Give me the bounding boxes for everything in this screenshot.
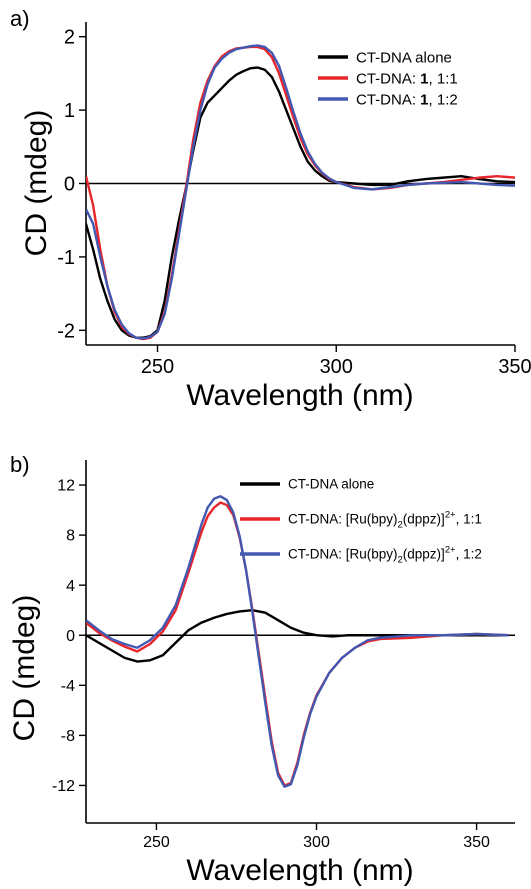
panel-b-y-tick-label: -4 [61,678,75,695]
panel-b-series-line-1 [86,609,509,663]
panel-a-y-tick-label: 0 [64,174,75,196]
panel-b-y-tick-label: -12 [52,778,75,795]
panel-a-y-tick-label: 1 [64,100,75,122]
panel-b-y-tick-label: 12 [57,478,75,495]
panel-a-x-tick-label: 350 [498,356,531,378]
panel-a-x-tick-label: 300 [320,356,353,378]
panel-b-x-tick-label: 250 [143,834,170,851]
panel-a-y-tick-label: 2 [64,27,75,49]
panel-b-y-tick-label: 0 [66,628,75,645]
panel-a-legend-entry-1: CT-DNA alone [356,49,452,66]
panel-a: a) 250 300 350 2 1 0 -1 -2 CT-DNA alone CT-DNA: 1… [10,6,531,412]
panel-b-y-tick-label: 4 [66,578,75,595]
panel-b-xlabel: Wavelength (nm) [186,854,413,887]
panel-b-ylabel: CD (mdeg) [8,595,41,742]
panel-a-label: a) [10,6,30,31]
panel-a-legend-entry-3: CT-DNA: 1, 1:2 [356,91,458,108]
panel-a-y-tick-label: -2 [57,320,75,342]
panel-a-ylabel: CD (mdeg) [20,110,53,257]
panel-a-y-tick-label: -1 [57,247,75,269]
panel-b-legend-entry-1: CT-DNA alone [288,477,374,492]
panel-b-series-line-3 [86,495,509,788]
panel-a-xlabel: Wavelength (nm) [186,379,413,412]
panel-b-x-tick-label: 350 [463,834,490,851]
panel-b-y-tick-label: 8 [66,528,75,545]
panel-b-label: b) [10,452,30,477]
panel-b-legend-entry-2: CT-DNA: [Ru(bpy)2(dppz)]2+, 1:1 [288,510,482,531]
panel-a-series-line-3 [86,44,515,340]
panel-b-x-tick-label: 300 [303,834,330,851]
panel-b-y-tick-label: -8 [61,728,75,745]
panel-a-x-tick-label: 250 [141,356,174,378]
panel-a-legend: CT-DNA alone CT-DNA: 1, 1:1 CT-DNA: 1, 1:2 [318,49,458,108]
panel-b-legend: CT-DNA alone CT-DNA: [Ru(bpy)2(dppz)]2+, … [240,477,482,566]
panel-a-legend-entry-2: CT-DNA: 1, 1:1 [356,70,458,87]
panel-b-legend-entry-3: CT-DNA: [Ru(bpy)2(dppz)]2+, 1:2 [288,545,482,566]
